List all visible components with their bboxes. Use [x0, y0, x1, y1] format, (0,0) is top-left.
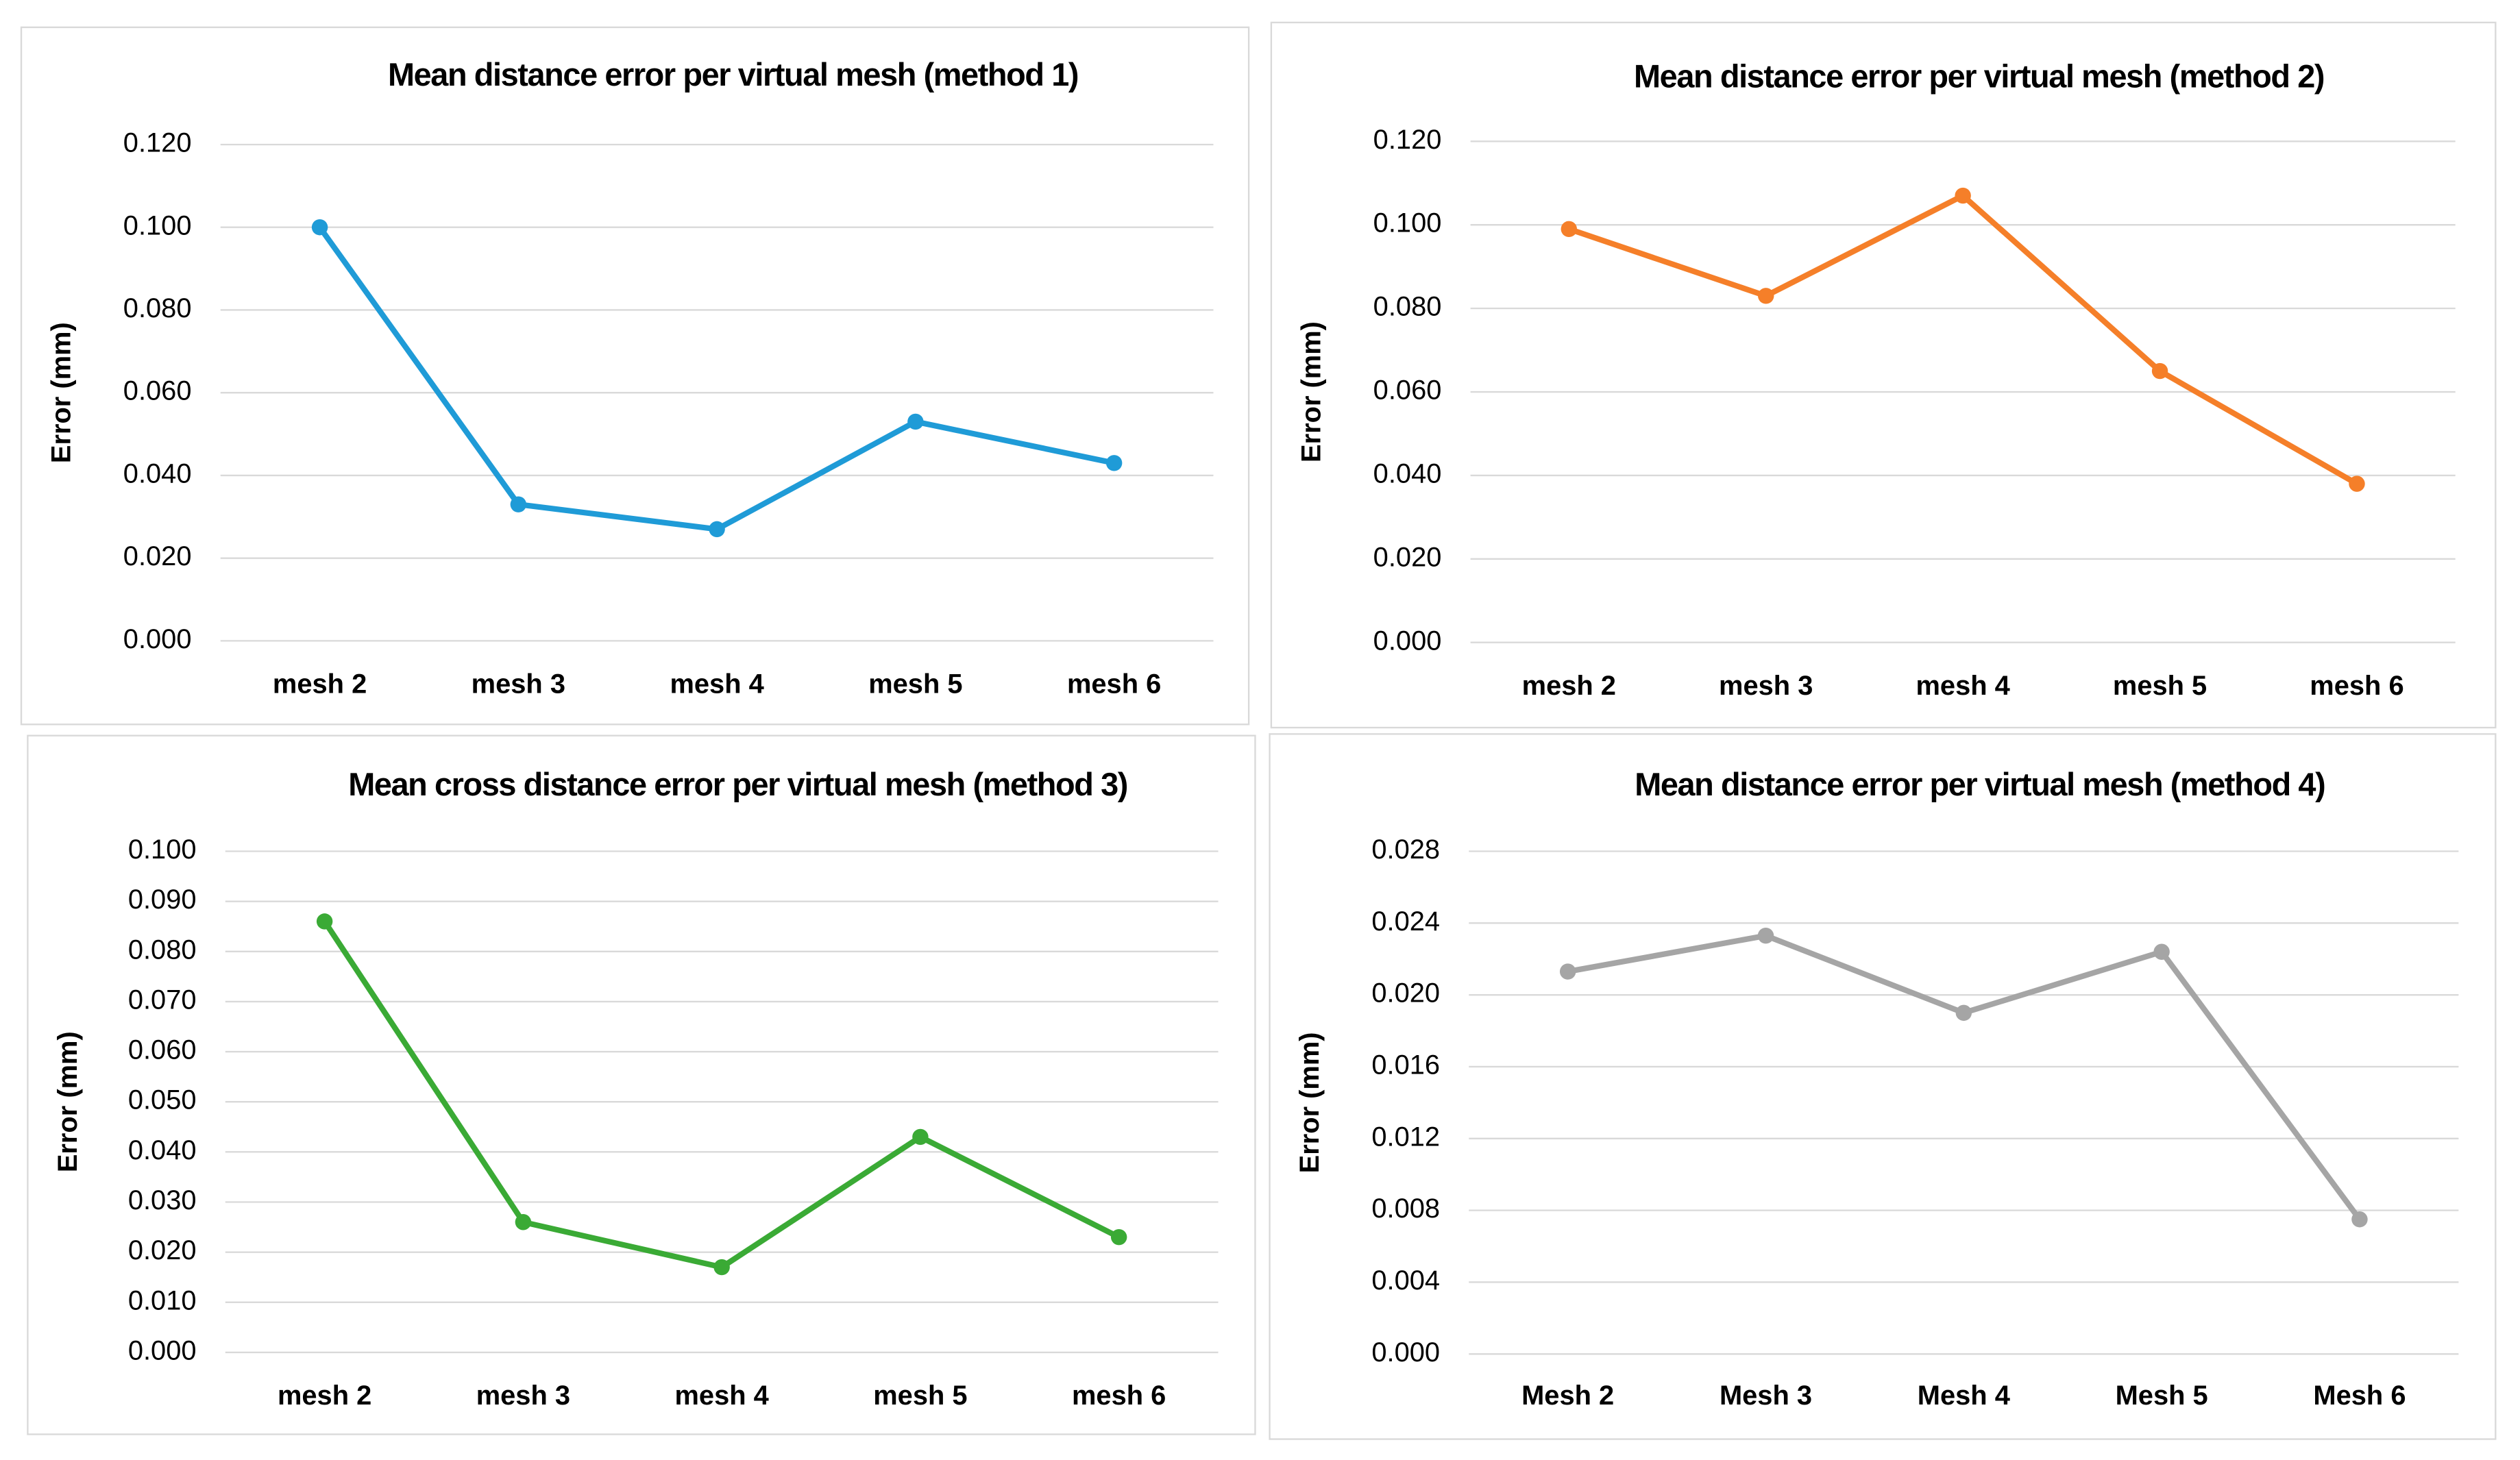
y-tick-label: 0.000	[128, 1335, 197, 1365]
x-tick-label: Mesh 2	[1521, 1381, 1614, 1411]
y-axis-label: Error (mm)	[47, 322, 77, 463]
chart-frame	[20, 26, 1250, 726]
y-tick-label: 0.120	[1373, 125, 1442, 155]
chart-title: Mean cross distance error per virtual me…	[348, 767, 1127, 802]
y-tick-label: 0.060	[123, 376, 192, 406]
data-point	[1955, 187, 1971, 204]
y-axis-label: Error (mm)	[1296, 321, 1326, 462]
y-tick-label: 0.080	[128, 935, 197, 965]
y-tick-label: 0.090	[128, 884, 197, 915]
y-tick-label: 0.020	[123, 541, 192, 571]
y-tick-label: 0.016	[1371, 1050, 1440, 1080]
chart-frame	[1270, 21, 2497, 729]
y-tick-label: 0.030	[128, 1185, 197, 1215]
data-point	[1955, 1004, 1972, 1022]
x-tick-label: mesh 4	[1916, 671, 2009, 701]
data-point	[1110, 1228, 1127, 1246]
y-tick-label: 0.004	[1371, 1265, 1440, 1296]
y-tick-label: 0.028	[1371, 834, 1440, 865]
y-tick-label: 0.020	[1371, 978, 1440, 1009]
x-tick-label: mesh 6	[1072, 1381, 1166, 1411]
y-tick-label: 0.080	[1373, 292, 1442, 322]
y-tick-label: 0.000	[1371, 1337, 1440, 1368]
data-point	[311, 219, 328, 236]
y-tick-label: 0.040	[1373, 458, 1442, 488]
y-axis-label: Error (mm)	[1295, 1032, 1325, 1173]
x-tick-label: mesh 4	[674, 1381, 768, 1411]
x-tick-label: mesh 5	[868, 669, 962, 700]
data-point	[515, 1214, 532, 1230]
data-point	[1105, 455, 1123, 471]
x-tick-label: mesh 6	[2310, 671, 2403, 701]
y-tick-label: 0.120	[123, 128, 192, 158]
x-tick-label: mesh 5	[2113, 671, 2207, 701]
y-tick-label: 0.050	[128, 1085, 197, 1115]
x-tick-label: mesh 6	[1067, 669, 1161, 700]
y-tick-label: 0.024	[1371, 906, 1440, 937]
chart-frame	[27, 734, 1256, 1435]
x-tick-label: mesh 2	[1522, 671, 1616, 701]
y-tick-label: 0.000	[1373, 626, 1442, 656]
data-point	[1758, 288, 1774, 304]
y-tick-label: 0.040	[123, 458, 192, 488]
chart: Mean distance error per virtual mesh (me…	[1269, 733, 2497, 1440]
chart-title: Mean distance error per virtual mesh (me…	[388, 57, 1078, 92]
y-tick-label: 0.020	[128, 1235, 197, 1265]
x-tick-label: mesh 3	[472, 669, 565, 700]
data-point	[510, 496, 527, 512]
y-tick-label: 0.080	[123, 293, 192, 323]
y-tick-label: 0.040	[128, 1135, 197, 1165]
x-tick-label: Mesh 3	[1720, 1381, 1812, 1411]
data-point	[2151, 362, 2168, 380]
y-tick-label: 0.100	[123, 210, 192, 240]
y-tick-label: 0.020	[1373, 542, 1442, 572]
data-point	[907, 413, 924, 430]
data-point	[713, 1259, 730, 1276]
y-tick-label: 0.010	[128, 1285, 197, 1315]
x-tick-label: mesh 2	[273, 669, 367, 700]
y-tick-label: 0.060	[128, 1035, 197, 1065]
x-tick-label: mesh 2	[278, 1381, 371, 1411]
y-tick-label: 0.100	[1373, 208, 1442, 238]
y-tick-label: 0.070	[128, 985, 197, 1015]
x-tick-label: Mesh 6	[2313, 1381, 2406, 1411]
chart-title: Mean distance error per virtual mesh (me…	[1634, 58, 2324, 94]
x-tick-label: Mesh 5	[2116, 1381, 2208, 1411]
chart-title: Mean distance error per virtual mesh (me…	[1635, 767, 2325, 802]
data-point	[709, 521, 725, 538]
x-tick-label: mesh 5	[873, 1381, 967, 1411]
data-point	[316, 913, 333, 930]
y-axis-label: Error (mm)	[53, 1031, 83, 1172]
data-point	[1561, 221, 1578, 238]
x-tick-label: Mesh 4	[1918, 1381, 2010, 1411]
data-point	[912, 1128, 929, 1146]
data-point	[2351, 1211, 2368, 1228]
y-tick-label: 0.100	[128, 834, 197, 865]
data-point	[2153, 943, 2170, 960]
x-tick-label: mesh 3	[1719, 671, 1813, 701]
x-tick-label: mesh 3	[476, 1381, 570, 1411]
data-point	[2349, 475, 2365, 492]
x-tick-label: mesh 4	[670, 669, 763, 700]
y-tick-label: 0.008	[1371, 1193, 1440, 1224]
chart-frame	[1269, 733, 2497, 1440]
y-tick-label: 0.000	[123, 624, 192, 654]
y-tick-label: 0.060	[1373, 375, 1442, 406]
chart: Mean distance error per virtual mesh (me…	[1270, 21, 2497, 729]
y-tick-label: 0.012	[1371, 1122, 1440, 1152]
chart: Mean distance error per virtual mesh (me…	[20, 26, 1250, 726]
data-point	[1757, 927, 1774, 944]
chart: Mean cross distance error per virtual me…	[27, 734, 1256, 1435]
data-point	[1559, 963, 1576, 980]
